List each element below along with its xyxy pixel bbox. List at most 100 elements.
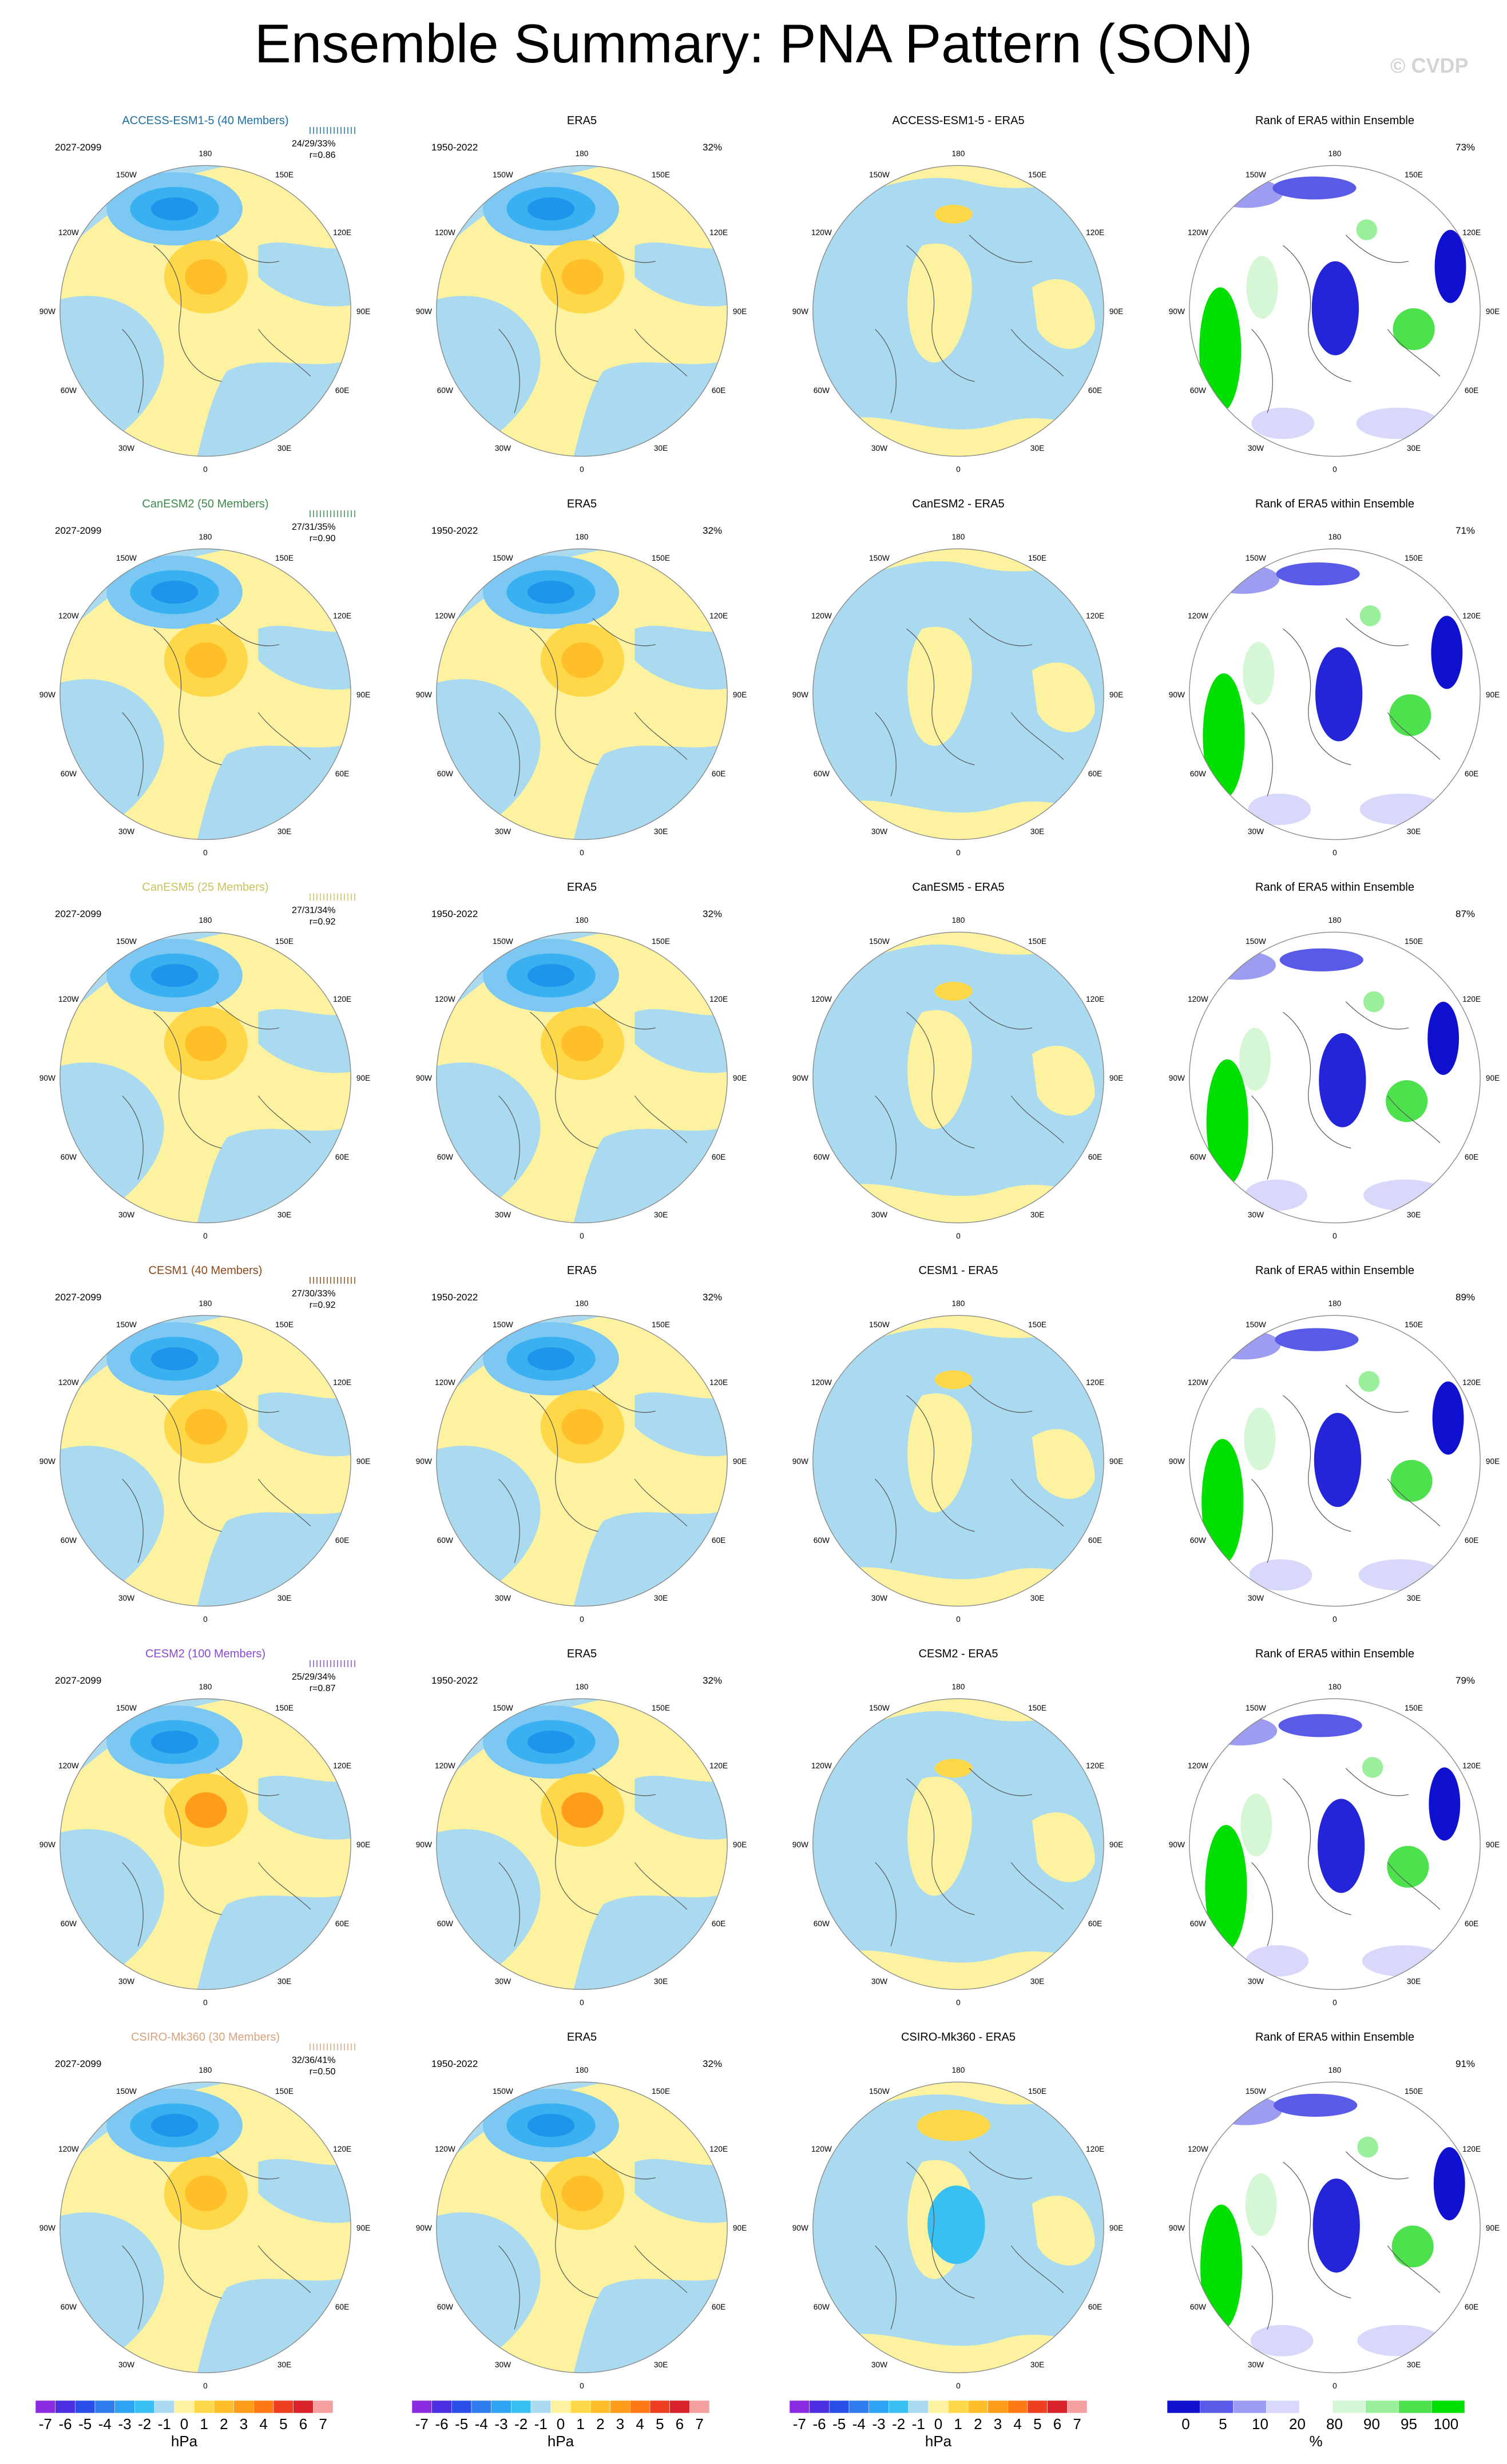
- lon-label: 30E: [654, 444, 668, 453]
- rank-cell: [1245, 2173, 1277, 2236]
- lon-label: 90W: [792, 1457, 808, 1466]
- lon-label: 60W: [814, 1919, 830, 1928]
- coastline: [875, 329, 1064, 413]
- lon-label: 60W: [61, 1536, 77, 1545]
- colorbar-swatch: [1398, 2400, 1432, 2414]
- map-boundary: [1189, 548, 1481, 840]
- coastline: [906, 2151, 1033, 2299]
- map-boundary: [60, 165, 351, 457]
- colorbar-tick-label: -4: [852, 2415, 866, 2433]
- map-boundary: [436, 931, 728, 1224]
- rank-cell: [1275, 1328, 1359, 1351]
- lon-label: 150E: [1028, 2087, 1046, 2096]
- coastline: [875, 2245, 1064, 2330]
- colorbar-tick-label: 0: [557, 2415, 565, 2433]
- colorbar-obs: -7 -6 -5 -4 -3 -2 -1 0 1 2 3 4 5 6 7 hPa: [411, 2400, 710, 2450]
- panel-title: Rank of ERA5 within Ensemble: [1255, 498, 1414, 510]
- lon-label: 30E: [654, 1211, 668, 1219]
- lon-label: 90E: [733, 1840, 747, 1849]
- colorbar-tick-label: 100: [1434, 2415, 1458, 2433]
- lon-label: 0: [580, 848, 584, 857]
- lon-label: 90E: [1486, 1457, 1500, 1466]
- period-label: 1950-2022: [431, 2058, 478, 2069]
- lon-label: 30E: [1030, 827, 1044, 836]
- coastline: [1283, 618, 1409, 765]
- panel-title: ERA5: [566, 881, 597, 894]
- coastline: [906, 1384, 1033, 1532]
- colorbar-tick-label: -1: [158, 2415, 171, 2433]
- colorbar-swatch: [273, 2400, 294, 2414]
- lon-label: 90E: [1486, 1840, 1500, 1849]
- colorbar-tick-label: 5: [1219, 2415, 1227, 2433]
- rank-cell: [1274, 2093, 1358, 2117]
- polar-map: 180 150E 120E 90E 60E 30E 0 30W 60W 90W 120W 150W: [39, 533, 371, 857]
- lon-label: 30E: [654, 1594, 668, 1602]
- colorbar-tick-label: 0: [180, 2415, 188, 2433]
- lon-label: 120E: [1086, 1761, 1104, 1770]
- colorbar-swatch: [134, 2400, 155, 2414]
- percent-variance: 32%: [703, 1292, 723, 1303]
- colorbar-swatch: [590, 2400, 610, 2414]
- panel-title: Rank of ERA5 within Ensemble: [1255, 1648, 1414, 1660]
- lon-label: 60E: [1088, 769, 1102, 778]
- panel-title: ACCESS-ESM1-5 - ERA5: [892, 114, 1025, 127]
- colorbar-swatch: [1332, 2400, 1366, 2414]
- map-boundary: [60, 1698, 351, 1990]
- lon-label: 30W: [871, 2360, 887, 2369]
- lon-label: 150E: [275, 2087, 294, 2096]
- rank-cell: [1357, 2136, 1378, 2158]
- ensemble-spread: [310, 894, 355, 900]
- lon-label: 60E: [1088, 386, 1102, 395]
- panel-title: CESM1 (40 Members): [148, 1264, 263, 1277]
- map-field: [812, 1699, 1104, 1990]
- colorbar-swatch: [928, 2400, 949, 2414]
- lon-label: 150E: [275, 937, 294, 946]
- lon-label: 60W: [437, 1536, 453, 1545]
- colorbar-swatch: [550, 2400, 571, 2414]
- lon-label: 150W: [493, 937, 513, 946]
- coastline: [1251, 1479, 1441, 1563]
- period-label: 1950-2022: [431, 1675, 478, 1686]
- colorbar-tick-label: 7: [319, 2415, 327, 2433]
- coastline: [1251, 712, 1441, 796]
- percent-variance: 32%: [703, 525, 723, 536]
- map-boundary: [436, 1315, 728, 1607]
- lon-label: 30E: [654, 1977, 668, 1986]
- ensemble-stats: 27/31/35% r=0.90: [292, 522, 336, 543]
- polar-map: 180 150E 120E 90E 60E 30E 0 30W 60W 90W 120W 150W: [1169, 533, 1500, 857]
- lon-label: 30W: [871, 1211, 887, 1219]
- coastline: [498, 329, 688, 413]
- coastline: [1251, 1862, 1441, 1946]
- lon-label: 0: [1332, 848, 1337, 857]
- rank-cell: [1391, 2225, 1434, 2268]
- lon-label: 90E: [733, 2224, 747, 2232]
- coastline: [498, 1479, 688, 1563]
- map-field: [812, 1315, 1104, 1606]
- lon-label: 150E: [1405, 554, 1423, 562]
- rank-cell: [1363, 1179, 1447, 1211]
- colorbar-tick-label: 4: [259, 2415, 267, 2433]
- coastline: [530, 1384, 656, 1532]
- colorbar-swatch: [889, 2400, 909, 2414]
- lon-label: 30E: [1407, 1594, 1421, 1602]
- polar-map: 180 150E 120E 90E 60E 30E 0 30W 60W 90W 120W 150W: [1169, 2066, 1500, 2390]
- lon-label: 150W: [869, 1320, 890, 1329]
- panel-diff: CESM2 - ERA5 180 150E 120E 90E 60E 30E 0 30W 60W 9…: [770, 1648, 1147, 2031]
- lon-label: 180: [952, 1683, 965, 1691]
- lon-label: 0: [956, 465, 961, 474]
- coastline: [875, 712, 1064, 796]
- colorbar-tick-label: 7: [695, 2415, 703, 2433]
- lon-label: 90E: [356, 307, 370, 316]
- lon-label: 120W: [58, 2145, 79, 2153]
- lon-label: 150E: [652, 1320, 670, 1329]
- lon-label: 90E: [733, 691, 747, 699]
- lon-label: 90W: [39, 1840, 55, 1849]
- polar-map: 180 150E 120E 90E 60E 30E 0 30W 60W 90W 120W 150W: [1169, 149, 1500, 474]
- rank-cell: [1427, 1002, 1460, 1076]
- lon-label: 90E: [1486, 691, 1500, 699]
- colorbar-model: -7 -6 -5 -4 -3 -2 -1 0 1 2 3 4 5 6 7 hPa: [35, 2400, 334, 2450]
- lon-label: 90E: [1109, 1457, 1123, 1466]
- period-label: 1950-2022: [431, 1292, 478, 1303]
- rank-cell: [1209, 178, 1283, 208]
- percent-variance: 32%: [703, 142, 723, 153]
